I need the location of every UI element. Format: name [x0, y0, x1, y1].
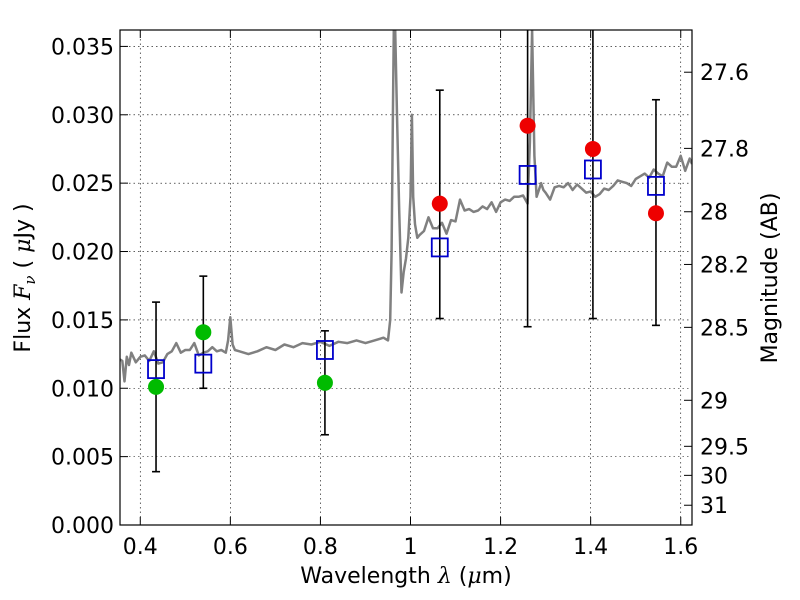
y-axis-label: Flux Fν ( μJy )	[11, 203, 39, 352]
y-axis-unit-open: (	[11, 260, 36, 269]
x-tick-label: 1	[404, 535, 418, 560]
plot-frame	[119, 29, 693, 526]
x-axis-unit-rest: m)	[482, 564, 512, 589]
axis-ticks: 0.4 0.6 0.8 1 1.2 1.4 1.6 0.000 0.005 0.010 0.015 0…	[51, 30, 749, 560]
model-photometry-point	[584, 159, 602, 180]
detection-point	[148, 378, 165, 395]
x-tick-label: 0.4	[123, 535, 158, 560]
x-tick-label: 1.6	[663, 535, 698, 560]
y-tick-label: 0.025	[51, 172, 114, 197]
mag-tick-label: 27.8	[700, 137, 749, 162]
x-axis-unit-mu: μ	[467, 564, 481, 589]
x-tick-label: 1.2	[483, 535, 518, 560]
y-axis-unit-mu: μ	[11, 239, 36, 253]
mag-tick-label: 29.5	[700, 435, 749, 460]
y-tick-label: 0.030	[51, 104, 114, 129]
x-axis-label: Wavelength λ (μm)	[300, 564, 511, 589]
upper-limit-point	[519, 117, 536, 134]
y-tick-label: 0.015	[51, 309, 114, 334]
x-tick-label: 0.6	[213, 535, 248, 560]
mag-tick-label: 29	[700, 389, 728, 414]
model-spectrum	[120, 30, 692, 383]
mag-tick-label: 30	[700, 464, 728, 489]
model-spectrum-line	[120, 30, 692, 383]
y-tick-label: 0.005	[51, 446, 114, 471]
error-bars	[152, 30, 660, 473]
x-axis-label-text: Wavelength	[300, 564, 431, 589]
y-axis-symbol: F	[11, 284, 36, 301]
mag-tick-label: 28.5	[700, 316, 749, 341]
mag-tick-label: 31	[700, 494, 728, 519]
upper-limit-point	[647, 205, 664, 222]
x-axis-unit-open: (	[459, 564, 468, 589]
mag-tick-label: 28.2	[700, 253, 749, 278]
y-tick-label: 0.010	[51, 377, 114, 402]
upper-limit-point	[431, 195, 448, 212]
grid	[120, 30, 692, 526]
y-tick-label: 0.035	[51, 35, 114, 60]
data-markers	[147, 117, 665, 395]
model-photometry-point	[147, 359, 165, 380]
y2-axis-label: Magnitude (AB)	[758, 193, 783, 364]
model-photometry-point	[518, 165, 537, 185]
model-photometry-point	[430, 237, 449, 258]
y-axis-subscript: ν	[21, 275, 39, 284]
y-tick-label: 0.000	[51, 514, 114, 539]
mag-tick-label: 27.6	[700, 61, 749, 86]
detection-point	[316, 374, 333, 391]
y-axis-label-text: Flux	[11, 307, 36, 353]
model-photometry-point	[647, 175, 665, 196]
y-tick-label: 0.020	[51, 241, 114, 266]
x-tick-label: 0.8	[303, 535, 338, 560]
x-axis-symbol: λ	[437, 564, 452, 589]
y-axis-unit-rest: Jy )	[11, 203, 36, 240]
mag-tick-label: 28	[700, 201, 728, 226]
model-photometry-point	[316, 340, 334, 360]
detection-point	[195, 324, 212, 341]
model-photometry-point	[194, 353, 213, 374]
x-tick-label: 1.4	[573, 535, 608, 560]
upper-limit-point	[584, 140, 601, 157]
